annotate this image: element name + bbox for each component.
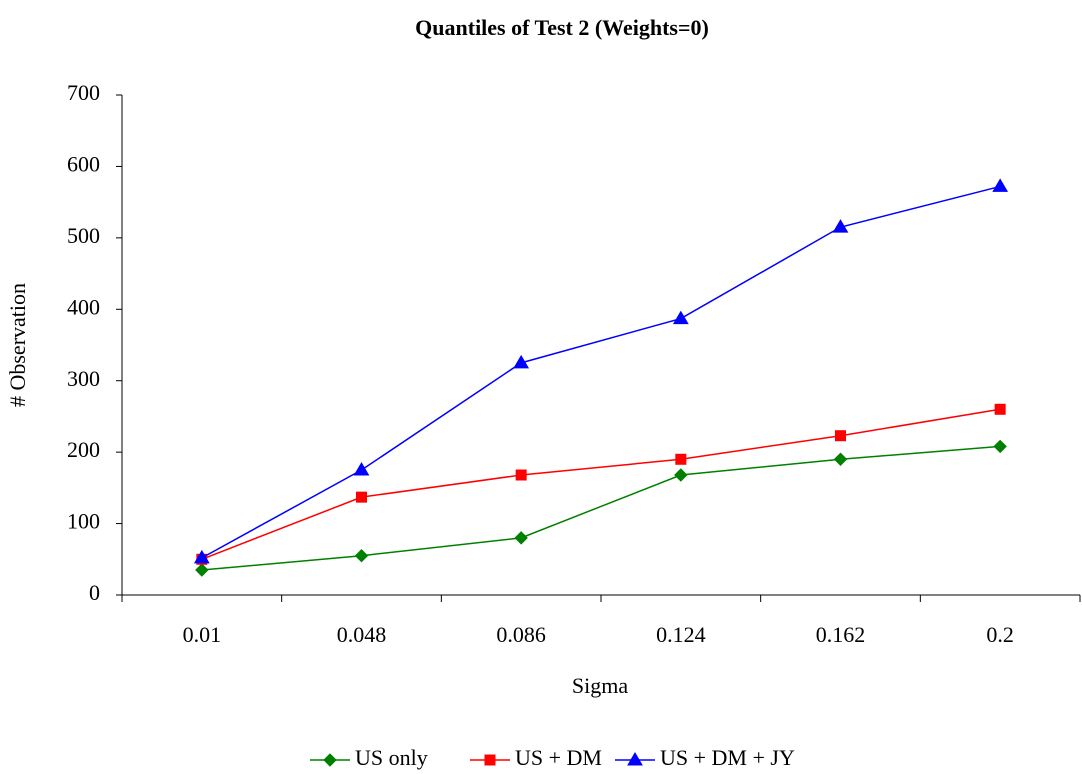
- y-tick-label: 500: [67, 223, 100, 248]
- point: [353, 462, 370, 476]
- point: [515, 469, 527, 481]
- point: [356, 491, 367, 503]
- series-line: [201, 408, 1001, 560]
- legend-marker: [627, 752, 643, 766]
- point: [992, 178, 1009, 192]
- point: [193, 549, 210, 564]
- point: [994, 403, 1006, 415]
- y-tick-label: 300: [67, 366, 100, 391]
- x-tick-label: 0.162: [816, 622, 866, 647]
- point: [675, 453, 687, 465]
- point: [674, 468, 688, 482]
- legend-marker: [484, 754, 496, 766]
- point: [672, 310, 689, 325]
- point: [354, 549, 369, 563]
- x-tick-label: 0.048: [337, 622, 387, 647]
- series-line: [201, 445, 1001, 571]
- y-tick-label: 100: [67, 509, 100, 534]
- point: [833, 452, 848, 466]
- point: [993, 439, 1007, 454]
- x-tick-label: 0.086: [496, 622, 546, 647]
- x-axis-label: Sigma: [572, 673, 628, 698]
- y-tick-label: 700: [67, 80, 100, 105]
- legend-label: US only: [355, 745, 428, 770]
- y-tick-label: 0: [89, 580, 100, 605]
- y-axis-label: # Observation: [5, 283, 30, 407]
- series-line: [201, 185, 1001, 559]
- point: [513, 354, 530, 369]
- y-tick-label: 600: [67, 151, 100, 176]
- y-tick-label: 200: [67, 437, 100, 462]
- x-tick-label: 0.124: [656, 622, 706, 647]
- x-tick-label: 0.2: [986, 622, 1014, 647]
- chart-title: Quantiles of Test 2 (Weights=0): [415, 15, 709, 40]
- legend-marker: [323, 753, 337, 767]
- point: [514, 531, 528, 545]
- point: [832, 219, 849, 233]
- legend-label: US + DM: [515, 745, 602, 770]
- x-tick-label: 0.01: [183, 622, 222, 647]
- y-tick-label: 400: [67, 294, 100, 319]
- point: [835, 430, 846, 442]
- legend-label: US + DM + JY: [660, 745, 795, 770]
- point: [195, 563, 209, 577]
